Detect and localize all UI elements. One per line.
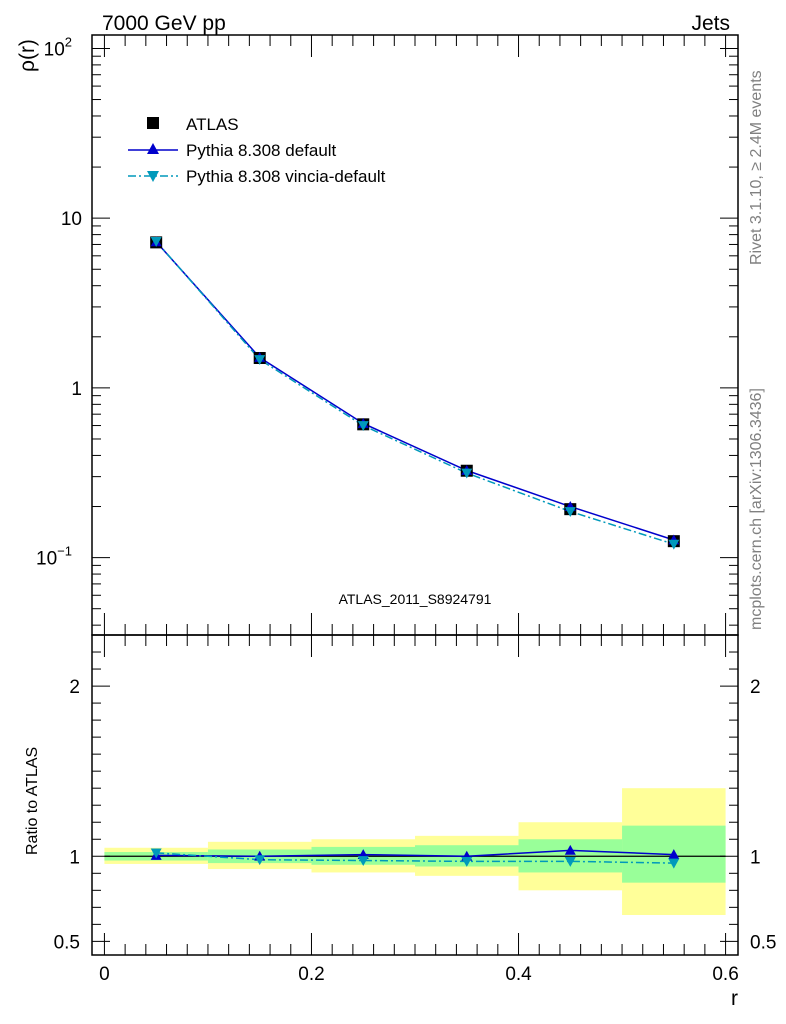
ratio-pythia-vincia-marker: [564, 856, 576, 867]
pythia-vincia-marker: [254, 355, 266, 365]
main-plot: 102 10 1 10−1 ρ(r) ATLAS_2011_S8924791: [16, 34, 739, 636]
legend-marker-pythia-vincia: [147, 171, 159, 182]
legend-label-pythia-vincia: Pythia 8.308 vincia-default: [186, 167, 386, 186]
main-series-layer: [150, 236, 680, 550]
legend-label-atlas: ATLAS: [186, 115, 239, 134]
ratio-y-tick-label-left: 2: [69, 677, 80, 698]
main-y-tick-label: 10: [61, 209, 82, 230]
x-tick-label: 0.6: [712, 964, 738, 985]
ratio-pythia-vincia-marker: [461, 856, 473, 867]
ratio-pythia-vincia-marker: [668, 858, 680, 869]
ratio-y-tick-label-right: 1: [750, 847, 761, 868]
ratio-pythia-vincia-marker: [254, 855, 266, 866]
legend-label-pythia-default: Pythia 8.308 default: [186, 141, 337, 160]
ratio-y-tick-label-right: 2: [750, 677, 761, 698]
ratio-y-axis-title: Ratio to ATLAS: [24, 747, 41, 855]
pythia-default-line: [155, 241, 675, 541]
ratio-pythia-default-marker: [668, 849, 680, 859]
legend-marker-atlas: [147, 117, 159, 129]
ratio-y-tick-label-left: 1: [69, 847, 80, 868]
ratio-y-tick-label-left: 0.5: [54, 932, 80, 953]
x-tick-label: 0.2: [298, 964, 324, 985]
analysis-label: ATLAS_2011_S8924791: [339, 591, 492, 607]
x-tick-label: 0: [99, 964, 110, 985]
main-y-tick-label: 10−1: [36, 544, 72, 570]
main-y-axis: 102 10 1 10−1: [36, 34, 738, 626]
ratio-y-tick-label-right: 0.5: [750, 932, 776, 953]
ratio-uncertainty-bands: [104, 788, 726, 915]
pythia-vincia-marker: [564, 507, 576, 517]
ratio-pythia-vincia-line: [156, 852, 674, 864]
ratio-plot: 2 2 1 1 0.5 0.5 0 0.2 0.4 0.6 Ratio to ATLAS r: [24, 634, 776, 1010]
ratio-x-axis: 0 0.2 0.4 0.6: [99, 635, 739, 985]
rivet-version-label: Rivet 3.1.10, ≥ 2.4M events: [748, 70, 765, 265]
ratio-pythia-vincia-marker: [357, 856, 369, 867]
header-process: Jets: [691, 12, 730, 35]
x-axis-title: r: [731, 987, 738, 1010]
legend-marker-pythia-default: [147, 143, 159, 154]
pythia-vincia-marker: [461, 468, 473, 479]
ratio-pythia-default-line: [156, 849, 674, 858]
ratio-series-layer: [150, 844, 680, 869]
legend: ATLAS Pythia 8.308 default Pythia 8.308 …: [128, 115, 386, 186]
x-tick-label: 0.4: [505, 964, 532, 985]
main-y-tick-label: 102: [44, 34, 72, 60]
main-y-tick-label: 1: [71, 379, 82, 400]
ratio-pythia-vincia-marker: [150, 848, 162, 859]
ratio-y-axis: 2 2 1 1 0.5 0.5: [54, 651, 776, 953]
header-title: 7000 GeV pp: [102, 12, 226, 35]
main-y-axis-title: ρ(r): [16, 39, 39, 72]
pythia-vincia-marker: [150, 236, 162, 247]
main-x-ticks: [103, 35, 727, 635]
pythia-vincia-line: [155, 240, 675, 545]
pythia-vincia-marker: [668, 539, 680, 550]
pythia-vincia-marker: [357, 421, 369, 432]
ratio-pythia-default-marker: [564, 844, 576, 855]
mcplots-label: mcplots.cern.ch [arXiv:1306.3436]: [748, 388, 765, 630]
